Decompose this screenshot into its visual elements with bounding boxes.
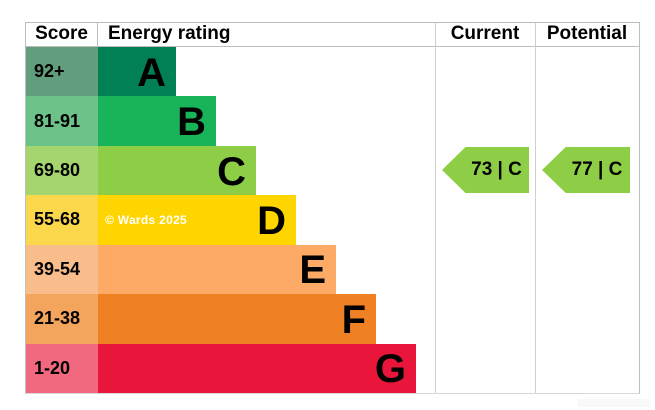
score-cell-b: 81-91 bbox=[26, 96, 98, 146]
band-letter-f: F bbox=[341, 297, 366, 342]
score-cell-c: 69-80 bbox=[26, 145, 98, 196]
band-letter-g: G bbox=[374, 347, 406, 392]
band-row-f: 21-38 F bbox=[26, 294, 639, 344]
band-bar-b: B bbox=[98, 96, 216, 146]
score-range-f: 21-38 bbox=[34, 308, 81, 329]
score-range-e: 39-54 bbox=[34, 258, 81, 279]
band-letter-a: A bbox=[137, 50, 166, 95]
band-letter-b: B bbox=[177, 100, 206, 145]
score-range-d: 55-68 bbox=[34, 209, 81, 230]
column-divider-current bbox=[435, 23, 436, 393]
score-cell-d: 55-68 bbox=[26, 195, 98, 245]
band-bar-e: E bbox=[98, 244, 336, 295]
epc-table: Score Energy rating Current Potential 92… bbox=[25, 22, 640, 394]
current-arrow-label: 73 | C bbox=[471, 159, 522, 180]
score-range-c: 69-80 bbox=[34, 160, 81, 181]
band-letter-e: E bbox=[299, 248, 326, 293]
band-bar-d: © Wards 2025 D bbox=[98, 195, 296, 245]
band-row-c: 69-80 C bbox=[26, 145, 639, 196]
potential-arrow-label: 77 | C bbox=[571, 159, 623, 180]
wards-watermark: © Wards 2025 bbox=[105, 212, 188, 227]
band-row-g: 1-20 G bbox=[26, 343, 639, 393]
band-bar-c: C bbox=[98, 145, 256, 196]
column-divider-potential bbox=[535, 23, 536, 393]
band-bar-g: G bbox=[98, 343, 416, 393]
current-arrow: 73 | C bbox=[442, 147, 529, 193]
band-row-e: 39-54 E bbox=[26, 244, 639, 295]
score-cell-a: 92+ bbox=[26, 47, 98, 97]
band-row-a: 92+ A bbox=[26, 47, 639, 97]
band-letter-c: C bbox=[217, 149, 246, 194]
band-row-d: 55-68 © Wards 2025 D bbox=[26, 195, 639, 245]
score-range-g: 1-20 bbox=[34, 357, 71, 378]
header-potential: Potential bbox=[546, 23, 628, 44]
faint-watermark bbox=[578, 399, 650, 407]
header-score: Score bbox=[26, 23, 98, 46]
band-row-b: 81-91 B bbox=[26, 96, 639, 146]
score-range-a: 92+ bbox=[34, 61, 65, 82]
header-energy-rating: Energy rating bbox=[108, 23, 231, 44]
header-current: Current bbox=[450, 23, 520, 44]
score-cell-g: 1-20 bbox=[26, 343, 98, 393]
band-letter-d: D bbox=[257, 198, 286, 243]
band-bar-f: F bbox=[98, 294, 376, 344]
table-header: Score Energy rating Current Potential bbox=[26, 23, 639, 47]
score-cell-f: 21-38 bbox=[26, 294, 98, 344]
bands-area: 92+ A 81-91 B 69-80 C 55-68 © Wards 2025… bbox=[26, 47, 639, 393]
score-range-b: 81-91 bbox=[34, 110, 81, 131]
band-bar-a: A bbox=[98, 47, 176, 97]
score-cell-e: 39-54 bbox=[26, 244, 98, 295]
